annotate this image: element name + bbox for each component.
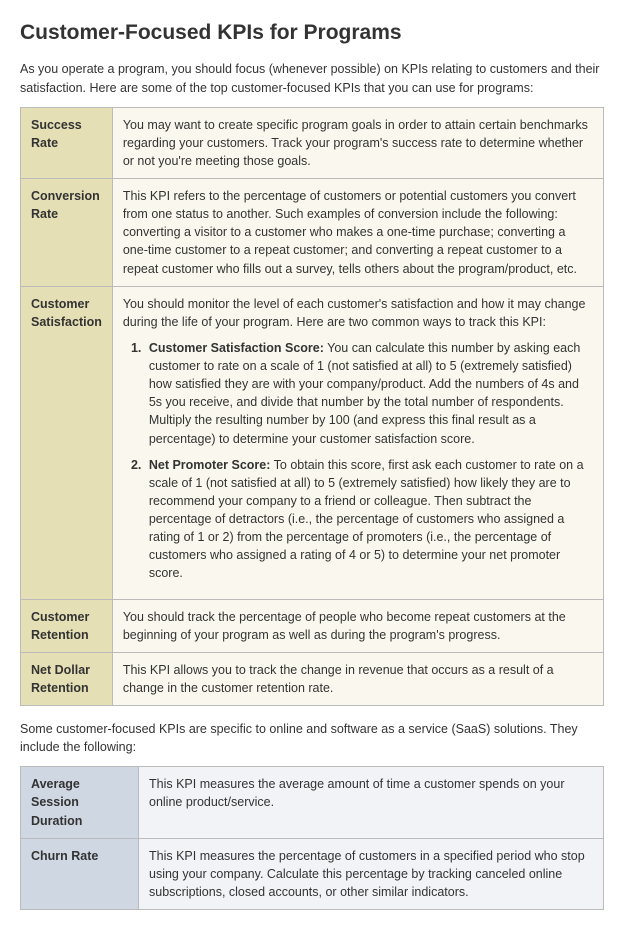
kpi-name: Customer Retention (21, 599, 113, 652)
kpi-name: Churn Rate (21, 838, 139, 909)
table-row: Success Rate You may want to create spec… (21, 107, 604, 178)
table-row: Customer Satisfaction You should monitor… (21, 286, 604, 599)
table-row: Conversion Rate This KPI refers to the p… (21, 179, 604, 287)
kpi-desc-lead: You should monitor the level of each cus… (123, 297, 586, 329)
customer-kpi-table: Success Rate You may want to create spec… (20, 107, 604, 706)
kpi-sublist: Customer Satisfaction Score: You can cal… (123, 339, 593, 583)
table-row: Average Session Duration This KPI measur… (21, 767, 604, 838)
kpi-desc: This KPI measures the average amount of … (139, 767, 604, 838)
table-row: Churn Rate This KPI measures the percent… (21, 838, 604, 909)
mid-paragraph: Some customer-focused KPIs are specific … (20, 720, 604, 756)
intro-paragraph: As you operate a program, you should foc… (20, 60, 604, 96)
kpi-desc: This KPI refers to the percentage of cus… (112, 179, 603, 287)
list-item: Customer Satisfaction Score: You can cal… (145, 339, 593, 448)
saas-kpi-table: Average Session Duration This KPI measur… (20, 766, 604, 910)
list-item-text: You can calculate this number by asking … (149, 341, 580, 446)
kpi-desc: You should monitor the level of each cus… (112, 286, 603, 599)
kpi-name: Customer Satisfaction (21, 286, 113, 599)
kpi-name: Average Session Duration (21, 767, 139, 838)
kpi-name: Net Dollar Retention (21, 652, 113, 705)
kpi-desc: You may want to create specific program … (112, 107, 603, 178)
list-item: Net Promoter Score: To obtain this score… (145, 456, 593, 583)
list-item-label: Net Promoter Score: (149, 458, 271, 472)
kpi-desc: This KPI measures the percentage of cust… (139, 838, 604, 909)
list-item-label: Customer Satisfaction Score: (149, 341, 324, 355)
table-row: Customer Retention You should track the … (21, 599, 604, 652)
kpi-desc: You should track the percentage of peopl… (112, 599, 603, 652)
list-item-text: To obtain this score, first ask each cus… (149, 458, 584, 581)
kpi-name: Success Rate (21, 107, 113, 178)
kpi-desc: This KPI allows you to track the change … (112, 652, 603, 705)
page-title: Customer-Focused KPIs for Programs (20, 18, 604, 48)
kpi-name: Conversion Rate (21, 179, 113, 287)
table-row: Net Dollar Retention This KPI allows you… (21, 652, 604, 705)
